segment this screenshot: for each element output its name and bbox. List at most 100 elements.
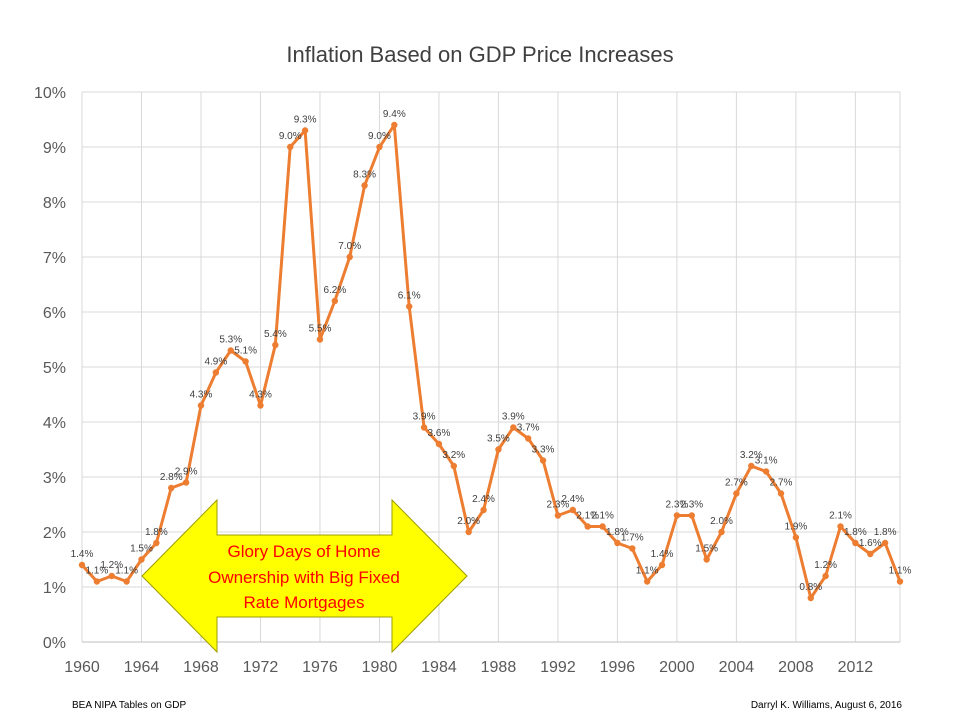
data-point <box>272 341 279 349</box>
data-label: 1.4% <box>651 549 674 560</box>
data-point <box>718 528 725 536</box>
data-label: 2.4% <box>472 494 495 505</box>
x-tick-label: 1964 <box>124 659 160 676</box>
data-point <box>197 402 205 409</box>
data-point <box>331 297 339 305</box>
data-point <box>569 506 576 514</box>
x-tick-label: 2000 <box>659 659 695 676</box>
y-tick-label: 2% <box>43 525 66 542</box>
series-points <box>78 121 904 602</box>
annotation-line-2: Ownership with Big Fixed <box>208 568 400 587</box>
data-label: 3.5% <box>487 434 510 445</box>
data-label: 0.8% <box>799 582 822 593</box>
data-label: 5.5% <box>309 324 332 335</box>
data-label: 3.1% <box>755 456 778 467</box>
data-label: 3.7% <box>517 423 540 434</box>
y-tick-label: 0% <box>43 635 66 652</box>
data-point <box>93 578 101 585</box>
x-tick-label: 1992 <box>540 659 576 676</box>
y-tick-label: 8% <box>43 195 66 212</box>
y-tick-label: 1% <box>43 580 66 597</box>
data-point <box>510 424 517 431</box>
data-label: 2.3% <box>680 500 703 511</box>
grid-lines <box>81 91 901 643</box>
data-label: 1.1% <box>636 566 659 577</box>
data-point <box>852 539 859 547</box>
data-point <box>212 369 220 376</box>
data-label: 1.1% <box>115 566 138 577</box>
data-point <box>896 578 904 585</box>
author-note: Darryl K. Williams, August 6, 2016 <box>750 700 902 711</box>
x-tick-label: 1988 <box>481 659 517 676</box>
data-label: 1.5% <box>130 544 153 555</box>
data-point <box>748 462 755 470</box>
y-tick-label: 9% <box>43 140 66 157</box>
data-label: 5.1% <box>234 346 257 357</box>
x-tick-label: 1984 <box>421 659 457 676</box>
data-label: 2.4% <box>561 494 584 505</box>
data-label: 4.9% <box>204 357 227 368</box>
data-point <box>643 578 651 585</box>
data-label: 1.8% <box>606 527 629 538</box>
data-label: 7.0% <box>338 241 361 252</box>
data-point <box>837 523 844 530</box>
data-label: 1.9% <box>784 522 807 533</box>
data-point <box>450 462 458 470</box>
data-point <box>599 523 606 530</box>
annotation-line-1: Glory Days of Home <box>227 542 380 561</box>
data-point <box>138 556 145 563</box>
data-label: 2.0% <box>710 516 733 527</box>
data-label: 2.3% <box>547 500 570 511</box>
data-label: 5.4% <box>264 329 287 340</box>
data-point <box>78 561 86 569</box>
data-label: 5.3% <box>219 335 242 346</box>
data-label: 3.3% <box>532 445 555 456</box>
annotation-line-3: Rate Mortgages <box>244 593 365 612</box>
data-point <box>242 358 249 365</box>
data-point <box>614 539 621 547</box>
data-label: 1.6% <box>859 538 882 549</box>
x-tick-label: 1968 <box>183 659 219 676</box>
y-tick-label: 4% <box>43 415 66 432</box>
data-point <box>733 490 740 497</box>
data-point <box>153 539 160 547</box>
data-label: 2.0% <box>457 516 480 527</box>
data-label: 3.2% <box>740 450 763 461</box>
data-point <box>123 578 130 585</box>
data-labels: 1.4%1.1%1.2%1.1%1.5%1.8%2.8%2.9%4.3%4.9%… <box>71 109 912 593</box>
y-axis-ticks: 0% 1% 2% 3% 4% 5% 6% 7% 8% 9% 10% <box>34 85 66 652</box>
data-label: 1.8% <box>844 527 867 538</box>
data-label: 9.0% <box>368 131 391 142</box>
data-point <box>703 556 710 563</box>
data-label: 2.1% <box>576 511 599 522</box>
x-tick-label: 1960 <box>64 659 100 676</box>
x-tick-label: 1996 <box>600 659 636 676</box>
data-label: 1.7% <box>621 533 644 544</box>
data-point <box>658 561 666 569</box>
data-label: 6.2% <box>323 285 346 296</box>
data-point <box>867 550 874 558</box>
data-point <box>792 534 800 541</box>
data-point <box>524 435 532 442</box>
data-point <box>376 143 383 151</box>
data-point <box>673 512 681 519</box>
data-point <box>257 402 264 409</box>
data-label: 3.6% <box>428 428 451 439</box>
data-label: 9.3% <box>294 115 317 126</box>
x-tick-label: 2008 <box>778 659 814 676</box>
x-tick-label: 2004 <box>719 659 755 676</box>
data-label: 1.2% <box>814 560 837 571</box>
data-point <box>762 468 770 475</box>
data-label: 3.2% <box>442 450 465 461</box>
data-label: 2.9% <box>175 467 198 478</box>
data-label: 2.7% <box>725 478 748 489</box>
data-point <box>807 594 814 602</box>
data-label: 9.4% <box>383 109 406 120</box>
data-point <box>465 528 472 536</box>
x-tick-label: 1976 <box>302 659 338 676</box>
data-point <box>539 457 547 464</box>
data-label: 2.1% <box>591 511 614 522</box>
data-point <box>435 440 443 448</box>
data-point <box>346 253 353 261</box>
